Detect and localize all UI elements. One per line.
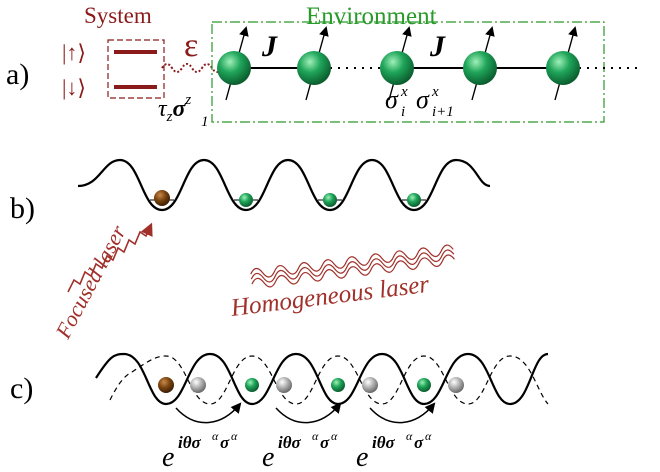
exp-3-alpha-2: α <box>425 429 432 443</box>
panel-c: c) e iθσ α σ α e iθσ α σ α <box>10 352 549 472</box>
environment-box <box>211 21 605 123</box>
exp-1-power: iθσ <box>178 433 202 452</box>
exp-2-power: iθσ <box>278 433 302 452</box>
optical-lattice-potential <box>77 158 491 212</box>
atom-system-brown <box>154 190 170 206</box>
atom-c-gray-4 <box>448 377 464 393</box>
focused-laser-beam <box>67 222 153 293</box>
homogeneous-laser-wave-2 <box>250 249 455 283</box>
coupling-J-1: J <box>261 30 278 63</box>
panel-b: b) Focused laser Homogeneous laser <box>10 158 491 344</box>
atom-green-3 <box>407 193 421 207</box>
system-box <box>107 39 165 99</box>
environment-title: Environment <box>306 3 437 30</box>
coupling-tau-sub: z <box>166 109 173 125</box>
spin-2 <box>297 26 331 101</box>
atom-c-green-3 <box>417 378 431 392</box>
coupling-sigma: σ <box>172 96 186 122</box>
panel-a: a) System |↑⟩ |↓⟩ ε τzσz 1 Environment <box>6 3 640 130</box>
spin-3 <box>380 26 414 101</box>
ket-down: |↓⟩ <box>62 75 86 100</box>
coupling-sigma-sup: z <box>184 92 191 108</box>
exp-2-sigma: σ <box>320 433 330 452</box>
coupling-J-2: J <box>429 30 446 63</box>
exp-label-3: e iθσ α σ α <box>356 429 432 472</box>
op-sigma-ip1: σ <box>416 85 430 114</box>
exp-1-alpha-2: α <box>231 429 238 443</box>
exp-2-base: e <box>262 442 274 472</box>
panel-a-label: a) <box>6 58 29 91</box>
spin-1 <box>217 26 251 101</box>
lattice-solid <box>95 352 549 406</box>
system-environment-coupling <box>161 63 223 73</box>
spin-4 <box>463 26 497 101</box>
coupling-term: τzσz <box>158 92 191 125</box>
exp-1-alpha: α <box>212 429 219 443</box>
homogeneous-laser-wave-3 <box>251 254 455 288</box>
panel-b-label: b) <box>10 192 35 225</box>
homogeneous-laser-wave-1 <box>250 244 454 278</box>
spin-5 <box>546 26 580 101</box>
coupling-tau: τ <box>158 96 168 122</box>
atom-c-brown <box>158 377 174 393</box>
shift-arrow-3 <box>369 402 436 424</box>
atom-c-green-1 <box>245 378 259 392</box>
exp-3-sigma: σ <box>414 433 424 452</box>
exp-3-base: e <box>356 442 368 472</box>
op-sub-i: i <box>401 104 405 120</box>
ket-up: |↑⟩ <box>62 40 86 65</box>
exp-1-sigma: σ <box>220 433 230 452</box>
exp-2-alpha: α <box>312 429 319 443</box>
shift-arrow-2 <box>275 402 342 424</box>
exp-label-1: e iθσ α σ α <box>162 429 238 472</box>
op-sup-ip1: x <box>431 84 439 100</box>
interaction-operator: σ x i σ x i+1 <box>385 84 454 120</box>
atom-c-green-2 <box>331 378 345 392</box>
panel-c-label: c) <box>10 372 33 405</box>
op-sup-i: x <box>400 84 408 100</box>
atom-c-gray-1 <box>190 377 206 393</box>
op-sub-ip1: i+1 <box>432 104 454 120</box>
atom-green-1 <box>239 193 253 207</box>
atom-green-2 <box>323 193 337 207</box>
exp-1-base: e <box>162 442 174 472</box>
shift-arrow-1 <box>175 402 242 424</box>
coupling-sigma-sub: 1 <box>201 114 209 130</box>
lattice-dashed-shifted <box>109 355 549 405</box>
epsilon-label: ε <box>184 27 198 64</box>
atom-c-gray-3 <box>362 377 378 393</box>
focused-laser-label: Focused laser <box>50 221 131 344</box>
exp-3-alpha: α <box>406 429 413 443</box>
exp-2-alpha-2: α <box>331 429 338 443</box>
system-title: System <box>84 3 152 28</box>
atom-c-gray-2 <box>276 377 292 393</box>
exp-3-power: iθσ <box>372 433 396 452</box>
exp-label-2: e iθσ α σ α <box>262 429 338 472</box>
op-sigma-i: σ <box>385 85 399 114</box>
